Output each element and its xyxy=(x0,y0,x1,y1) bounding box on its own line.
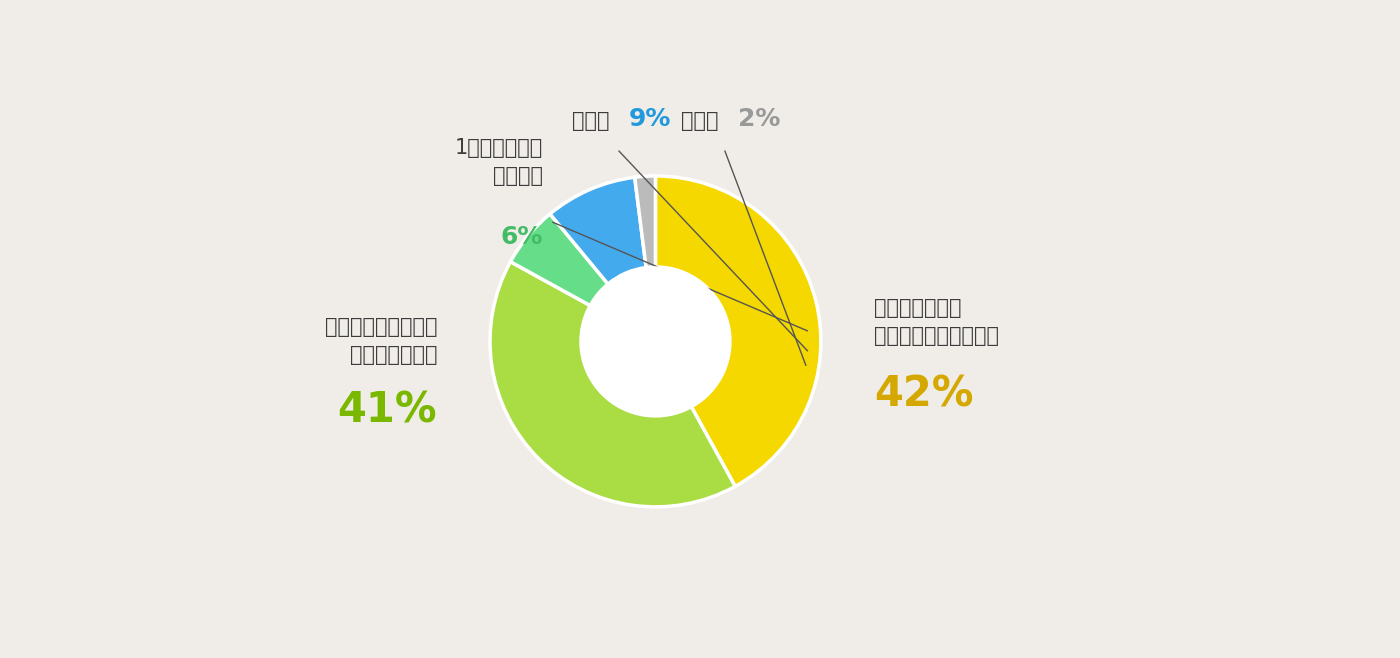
Wedge shape xyxy=(550,177,647,284)
Text: その他: その他 xyxy=(571,111,609,132)
Wedge shape xyxy=(655,176,820,486)
Text: 価格が高いので
数回に分けて購入する: 価格が高いので 数回に分けて購入する xyxy=(874,297,998,345)
Wedge shape xyxy=(634,176,655,268)
Text: 2%: 2% xyxy=(738,107,781,132)
Text: 41%: 41% xyxy=(337,390,437,432)
Wedge shape xyxy=(490,262,735,507)
Text: 9%: 9% xyxy=(629,107,672,132)
Text: 42%: 42% xyxy=(874,373,973,415)
Circle shape xyxy=(581,267,729,416)
Text: お店等で目についた
ときに購入する: お店等で目についた ときに購入する xyxy=(325,317,437,365)
Text: 無回答: 無回答 xyxy=(680,111,718,132)
Wedge shape xyxy=(511,214,608,305)
Text: 1度にまとめて
購入する: 1度にまとめて 購入する xyxy=(455,138,543,186)
Text: 6%: 6% xyxy=(501,225,543,249)
